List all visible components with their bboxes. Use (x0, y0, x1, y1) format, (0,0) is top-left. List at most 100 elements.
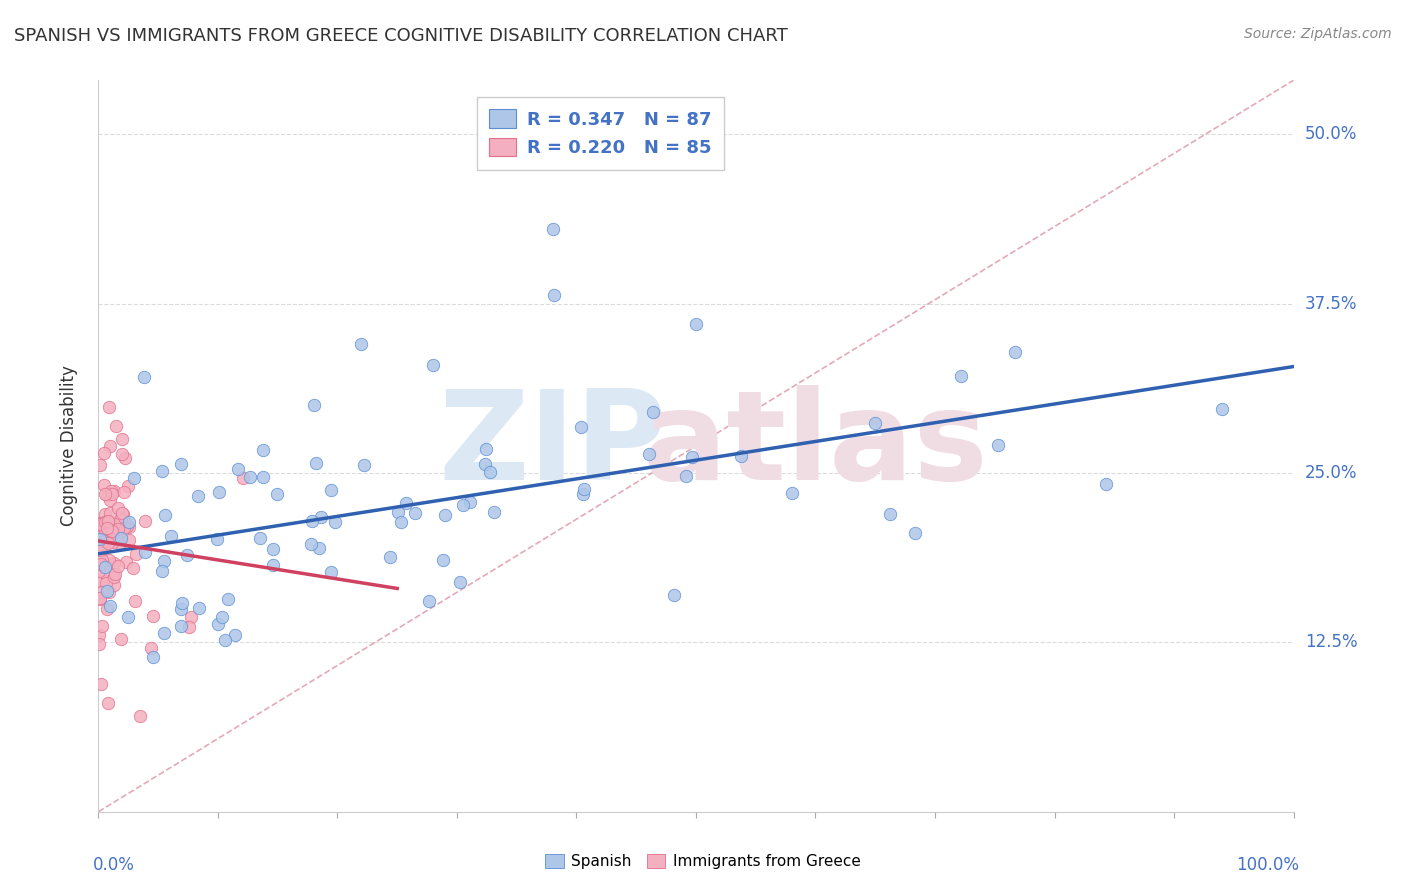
Point (89, 516, 111, 530)
Point (87, 638, 110, 652)
Point (172, 596, 194, 610)
Point (128, 709, 150, 723)
Point (226, 462, 249, 476)
Text: 100.0%: 100.0% (1236, 855, 1299, 873)
Point (378, 550, 401, 565)
Point (404, 506, 426, 520)
Point (98, 400, 121, 414)
Text: 37.5%: 37.5% (1305, 294, 1357, 313)
Point (1095, 477, 1118, 491)
Point (89, 532, 111, 546)
Point (187, 601, 209, 615)
Text: SPANISH VS IMMIGRANTS FROM GREECE COGNITIVE DISABILITY CORRELATION CHART: SPANISH VS IMMIGRANTS FROM GREECE COGNIT… (14, 27, 787, 45)
Point (987, 438, 1010, 452)
Point (124, 594, 146, 608)
Point (685, 317, 707, 331)
Point (96, 583, 118, 598)
Point (107, 522, 129, 536)
Point (458, 495, 481, 509)
Point (150, 565, 173, 579)
Point (541, 222, 564, 236)
Point (117, 479, 139, 493)
Point (91, 566, 114, 580)
Legend: Spanish, Immigrants from Greece: Spanish, Immigrants from Greece (538, 848, 868, 875)
Point (474, 457, 496, 471)
Point (91, 584, 114, 599)
Point (301, 514, 323, 528)
Point (94, 515, 117, 529)
Point (104, 566, 127, 581)
Point (108, 535, 131, 549)
Point (93, 478, 115, 492)
Point (543, 288, 565, 302)
Text: 12.5%: 12.5% (1305, 633, 1357, 651)
Point (569, 419, 592, 434)
Point (572, 486, 595, 500)
Point (387, 505, 409, 519)
Point (249, 531, 271, 545)
Point (101, 524, 124, 539)
Point (89, 525, 111, 540)
Text: Source: ZipAtlas.com: Source: ZipAtlas.com (1244, 27, 1392, 41)
Point (97, 535, 120, 549)
Point (319, 566, 342, 580)
Point (91, 619, 114, 633)
Point (112, 514, 135, 528)
Point (150, 464, 173, 478)
Point (160, 528, 183, 542)
Point (675, 469, 697, 483)
Point (115, 556, 138, 570)
Point (105, 418, 128, 433)
Point (176, 548, 198, 562)
Point (104, 532, 127, 546)
Point (904, 526, 927, 541)
Point (111, 447, 134, 461)
Point (308, 541, 330, 556)
Point (142, 609, 165, 624)
Point (142, 649, 165, 664)
Point (1211, 402, 1233, 417)
Point (118, 533, 141, 548)
Point (451, 498, 474, 512)
Point (112, 508, 135, 522)
Point (93, 446, 115, 460)
Point (217, 592, 239, 607)
Point (865, 416, 887, 430)
Point (266, 487, 288, 501)
Point (299, 537, 322, 551)
Point (304, 456, 326, 470)
Point (350, 337, 373, 351)
Point (111, 519, 134, 533)
Text: atlas: atlas (643, 385, 988, 507)
Point (122, 470, 145, 484)
Point (180, 610, 202, 624)
Point (484, 505, 506, 519)
Point (96, 521, 118, 535)
Point (118, 519, 141, 533)
Point (311, 509, 333, 524)
Y-axis label: Cognitive Disability: Cognitive Disability (59, 366, 77, 526)
Point (110, 512, 132, 526)
Point (103, 556, 125, 570)
Point (302, 398, 325, 412)
Point (89, 591, 111, 606)
Point (662, 588, 685, 602)
Point (187, 489, 209, 503)
Point (214, 633, 236, 648)
Point (90, 557, 112, 571)
Point (262, 541, 284, 556)
Point (98, 585, 121, 599)
Point (98, 439, 122, 453)
Point (105, 531, 128, 545)
Point (89, 517, 111, 532)
Point (949, 368, 972, 383)
Point (103, 483, 125, 498)
Point (96, 488, 118, 502)
Point (107, 500, 129, 515)
Point (103, 570, 125, 584)
Text: 25.0%: 25.0% (1305, 464, 1357, 482)
Point (433, 508, 456, 523)
Point (100, 487, 122, 501)
Point (101, 535, 124, 549)
Point (389, 515, 412, 529)
